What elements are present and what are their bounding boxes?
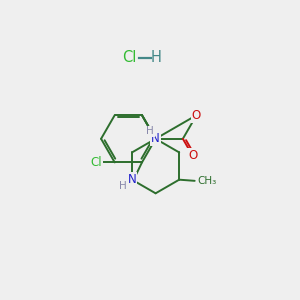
- Text: H: H: [151, 50, 161, 65]
- Text: N: N: [151, 132, 160, 145]
- Text: Cl: Cl: [122, 50, 137, 65]
- Text: O: O: [188, 149, 197, 162]
- Text: O: O: [192, 109, 201, 122]
- Text: N: N: [128, 173, 136, 186]
- Text: F: F: [129, 172, 136, 185]
- Text: H: H: [119, 181, 127, 191]
- Text: H: H: [146, 126, 154, 136]
- Text: CH₃: CH₃: [197, 176, 216, 186]
- Text: Cl: Cl: [90, 156, 102, 169]
